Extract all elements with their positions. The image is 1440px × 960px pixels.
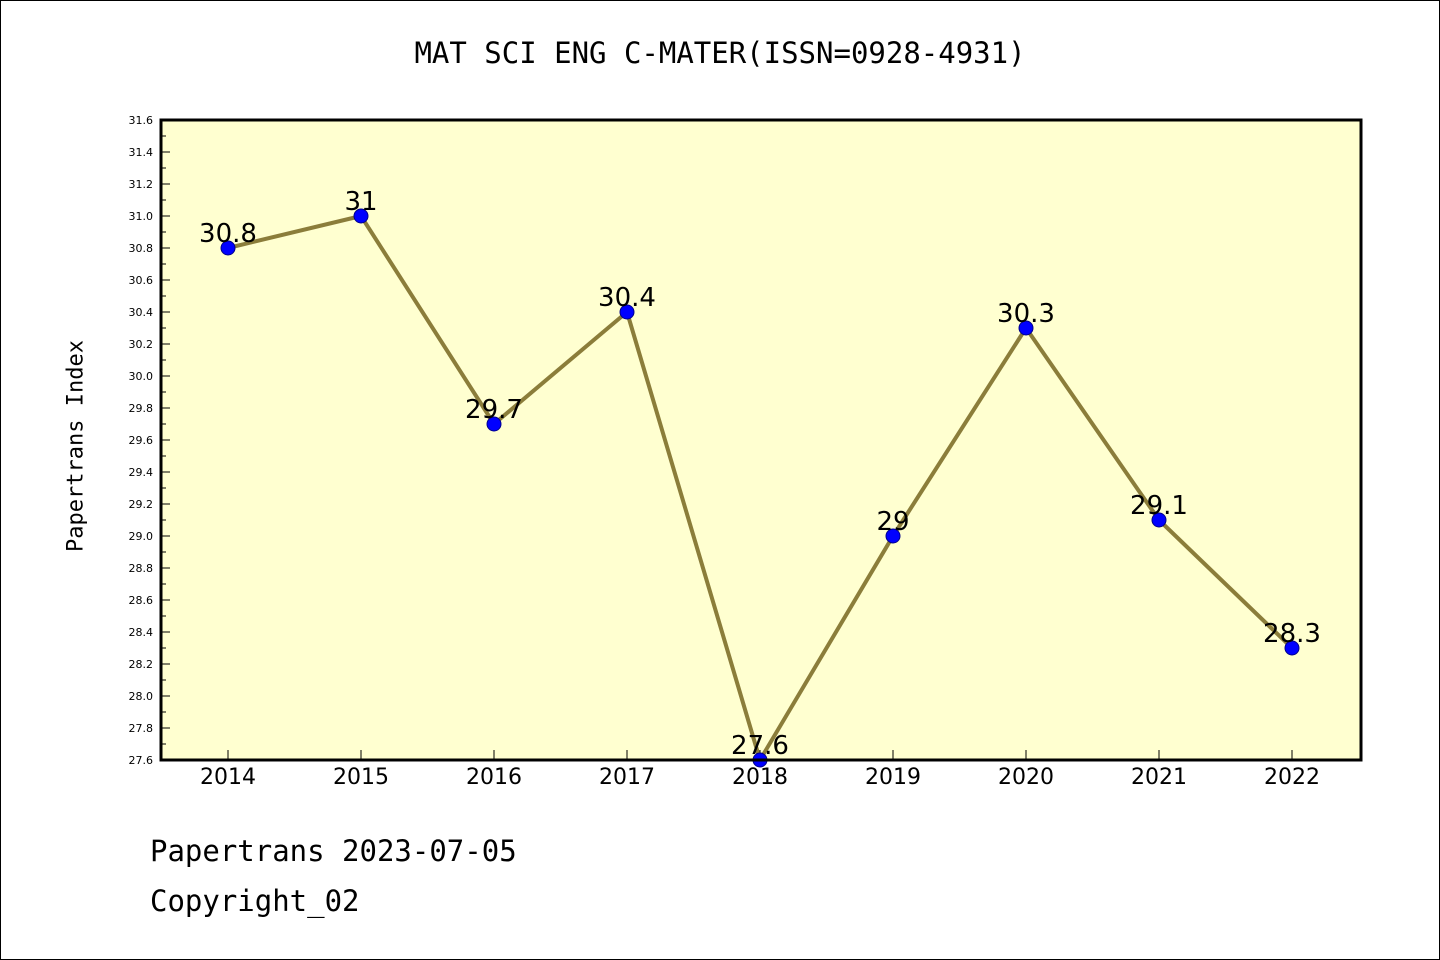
- y-tick-label: 27.8: [129, 722, 154, 735]
- data-point-2016: [486, 416, 502, 432]
- data-label-2018: 27.6: [731, 731, 789, 761]
- data-point-2019: [885, 528, 901, 544]
- x-tick-label-2016: 2016: [466, 765, 522, 790]
- y-tick-label: 29.6: [129, 434, 154, 447]
- data-label-2014: 30.8: [199, 219, 257, 249]
- y-tick-label: 29.4: [129, 466, 154, 479]
- x-tick-label-2015: 2015: [333, 765, 389, 790]
- y-tick-label: 29.0: [129, 530, 154, 543]
- data-point-2021: [1151, 512, 1167, 528]
- x-tick-label-2021: 2021: [1131, 765, 1187, 790]
- y-tick-label: 28.8: [129, 562, 154, 575]
- x-tick-label-2019: 2019: [865, 765, 921, 790]
- data-point-2020: [1018, 320, 1034, 336]
- chart-title: MAT SCI ENG C-MATER(ISSN=0928-4931): [414, 36, 1026, 70]
- data-label-2020: 30.3: [997, 299, 1055, 329]
- data-point-2015: [353, 208, 369, 224]
- y-tick-label: 31.0: [129, 210, 154, 223]
- footer-copyright: Copyright_02: [150, 884, 360, 918]
- y-tick-label: 31.4: [129, 146, 154, 159]
- plot-area: [161, 120, 1361, 760]
- y-tick-label: 31.6: [129, 114, 154, 127]
- y-tick-label: 29.8: [129, 402, 154, 415]
- y-tick-label: 28.4: [129, 626, 154, 639]
- y-tick-label: 27.6: [129, 754, 154, 767]
- data-label-2017: 30.4: [598, 283, 656, 313]
- data-label-2016: 29.7: [465, 395, 523, 425]
- y-tick-label: 28.2: [129, 658, 154, 671]
- x-axis-ticks: 2014 2015 2016 2017 2018 2019 2020 2021 2022: [200, 750, 1320, 790]
- x-tick-label-2022: 2022: [1264, 765, 1320, 790]
- y-axis-ticks: 27.6 27.8 28.0 28.2 28.4 28.6 28.8 29.0 29.2 29.4…: [129, 114, 170, 767]
- data-label-2022: 28.3: [1263, 619, 1321, 649]
- plot-border: [159, 118, 1363, 762]
- y-tick-label: 29.2: [129, 498, 154, 511]
- y-tick-label: 30.0: [129, 370, 154, 383]
- data-label-2019: 29: [876, 507, 909, 537]
- data-label-2021: 29.1: [1130, 491, 1188, 521]
- data-label-2015: 31: [344, 187, 377, 217]
- y-tick-label: 30.8: [129, 242, 154, 255]
- data-point-2022: [1284, 640, 1300, 656]
- y-tick-label: 28.0: [129, 690, 154, 703]
- x-tick-label-2017: 2017: [599, 765, 655, 790]
- data-point-2014: [220, 240, 236, 256]
- y-tick-label: 31.2: [129, 178, 154, 191]
- y-tick-label: 30.2: [129, 338, 154, 351]
- y-tick-label: 28.6: [129, 594, 154, 607]
- y-tick-label: 30.4: [129, 306, 154, 319]
- x-tick-label-2018: 2018: [732, 765, 788, 790]
- footer-date: Papertrans 2023-07-05: [150, 834, 517, 868]
- data-labels: 30.8 31 29.7 30.4 27.6 29 30.3 29.1 28.3: [199, 187, 1321, 761]
- x-tick-label-2020: 2020: [998, 765, 1054, 790]
- y-tick-label: 30.6: [129, 274, 154, 287]
- x-tick-label-2014: 2014: [200, 765, 256, 790]
- data-point-2017: [619, 304, 635, 320]
